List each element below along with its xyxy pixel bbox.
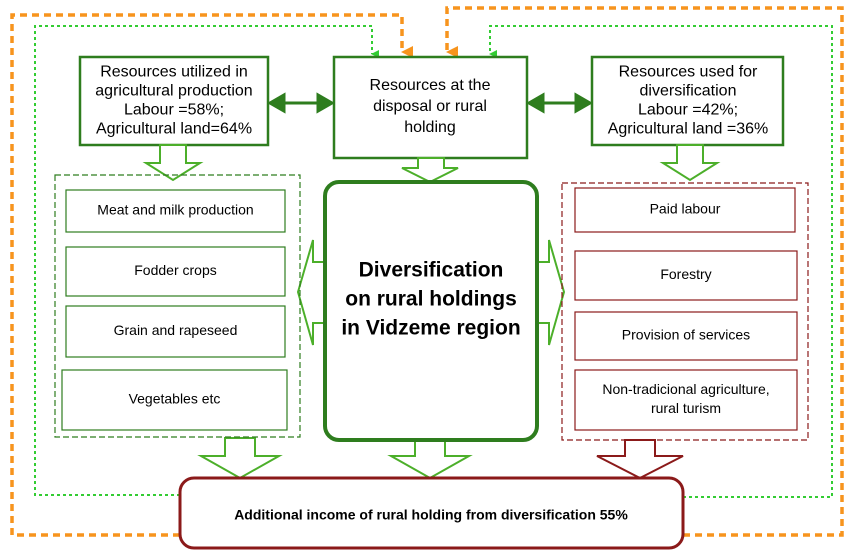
label: Diversification [359, 259, 504, 282]
label: Fodder crops [134, 262, 216, 278]
bottom-label: Additional income of rural holding from … [234, 507, 628, 523]
label: Grain and rapeseed [114, 322, 238, 338]
boxes: Resources utilized in agricultural produc… [61, 64, 798, 523]
left-item [65, 305, 286, 358]
label: rural turism [651, 400, 721, 416]
left-group [54, 174, 301, 438]
label: Non-tradicional agriculture, [602, 381, 769, 397]
loops [10, 6, 844, 537]
label: Agricultural land=64% [96, 121, 252, 138]
bottom-box [178, 476, 685, 550]
right-item [574, 187, 796, 233]
label: Labour =58%; [124, 102, 224, 119]
label: Resources used for [619, 64, 758, 81]
label: Resources utilized in [100, 64, 248, 81]
flow-arrows [142, 144, 721, 480]
left-item [65, 189, 286, 233]
label: holding [404, 119, 456, 136]
label: Forestry [660, 266, 711, 282]
label: in Vidzeme region [341, 317, 520, 340]
label: Paid labour [650, 201, 721, 217]
label: Agricultural land =36% [608, 121, 769, 138]
label: Labour =42%; [638, 102, 738, 119]
left-item [61, 369, 288, 431]
label: agricultural production [95, 83, 252, 100]
label: Vegetables etc [129, 391, 221, 407]
right-group [561, 182, 809, 441]
label: Resources at the [370, 77, 491, 94]
label: Meat and milk production [97, 202, 253, 218]
left-item [65, 246, 286, 297]
center-box [323, 180, 539, 442]
label: Provision of services [622, 327, 750, 343]
label: disposal or rural [373, 98, 487, 115]
label: diversification [640, 83, 737, 100]
right-item [574, 250, 798, 301]
double-arrows [266, 92, 594, 114]
right-item [574, 311, 798, 361]
right-item [574, 369, 798, 431]
label: on rural holdings [345, 288, 517, 311]
